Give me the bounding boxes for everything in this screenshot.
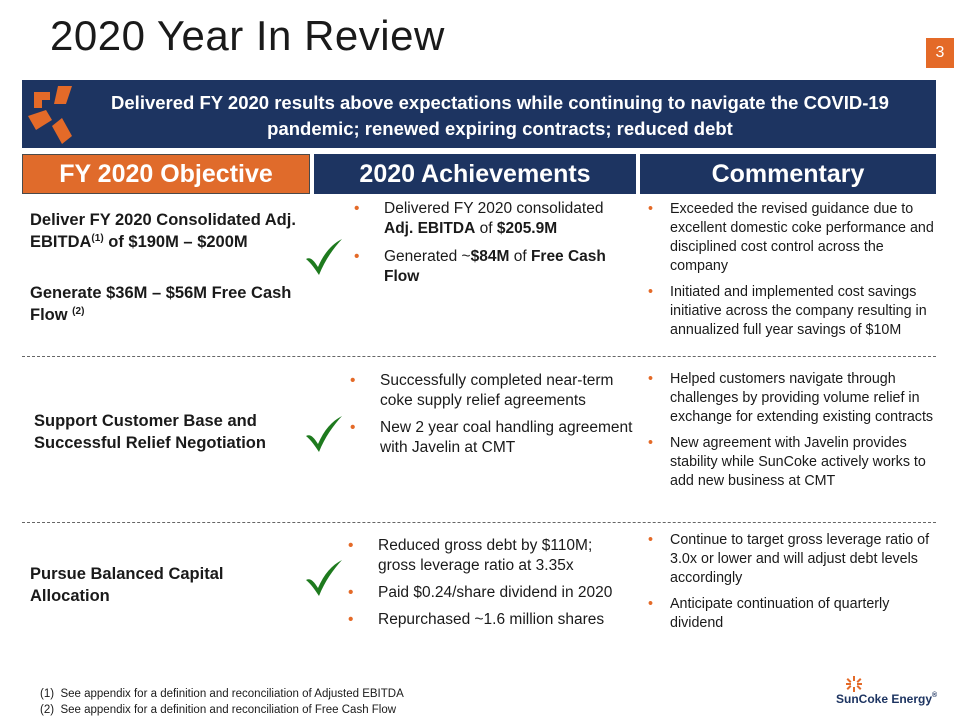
achievement-item: • New 2 year coal handling agreement with…: [350, 419, 633, 456]
achievements-row-1: • Delivered FY 2020 consolidated Adj. EB…: [354, 199, 634, 294]
footnote-2: (2) See appendix for a definition and re…: [40, 704, 397, 716]
achievements-row-2: • Successfully completed near-term coke s…: [350, 371, 634, 465]
summary-banner: [22, 80, 936, 148]
header-objective: FY 2020 Objective: [22, 154, 310, 194]
commentary-item: • Initiated and implemented cost savings …: [648, 284, 927, 338]
achievements-row-3: • Reduced gross debt by $110M; gross leve…: [348, 536, 634, 637]
commentary-item: • Continue to target gross leverage ratio…: [648, 532, 930, 586]
commentary-row-3: • Continue to target gross leverage ratio…: [648, 531, 938, 640]
commentary-item: • Exceeded the revised guidance due to ex…: [648, 201, 934, 274]
header-commentary: Commentary: [640, 154, 936, 194]
commentary-item: • New agreement with Javelin provides sta…: [648, 435, 926, 489]
achievement-item: • Paid $0.24/share dividend in 2020: [348, 584, 613, 601]
page-number: 3: [926, 38, 954, 68]
commentary-item: • Helped customers navigate through chall…: [648, 371, 934, 425]
sunburst-icon: [846, 676, 862, 692]
objective-customer-base: Support Customer Base and Successful Rel…: [34, 412, 266, 452]
achievement-item: • Successfully completed near-term coke s…: [350, 372, 614, 409]
summary-banner-text: Delivered FY 2020 results above expectat…: [111, 92, 889, 139]
objective-capital-allocation: Pursue Balanced Capital Allocation: [30, 565, 224, 605]
slide-title: 2020 Year In Review: [50, 12, 445, 59]
achievement-item: • Generated ~$84M of Free Cash Flow: [354, 248, 606, 285]
objective-fcf: Generate $36M – $56M Free Cash Flow (2): [30, 284, 292, 324]
header-achievements: 2020 Achievements: [314, 154, 636, 194]
objective-ebitda: Deliver FY 2020 Consolidated Adj. EBITDA…: [30, 211, 296, 251]
footnote-1: (1) See appendix for a definition and re…: [40, 688, 404, 700]
suncoke-logo: SunCoke Energy®: [836, 676, 942, 712]
suncoke-mark-icon: [28, 86, 72, 144]
checkmark-icon: [306, 560, 342, 596]
achievement-item: • Delivered FY 2020 consolidated Adj. EB…: [354, 200, 604, 237]
commentary-row-1: • Exceeded the revised guidance due to ex…: [648, 200, 938, 347]
commentary-item: • Anticipate continuation of quarterly di…: [648, 596, 890, 631]
row-divider: [22, 522, 936, 523]
row-divider: [22, 356, 936, 357]
checkmark-icon: [306, 416, 342, 452]
achievement-item: • Reduced gross debt by $110M; gross leve…: [348, 537, 593, 574]
checkmark-icon: [306, 239, 342, 275]
commentary-row-2: • Helped customers navigate through chall…: [648, 370, 938, 498]
achievement-item: • Repurchased ~1.6 million shares: [348, 611, 605, 628]
